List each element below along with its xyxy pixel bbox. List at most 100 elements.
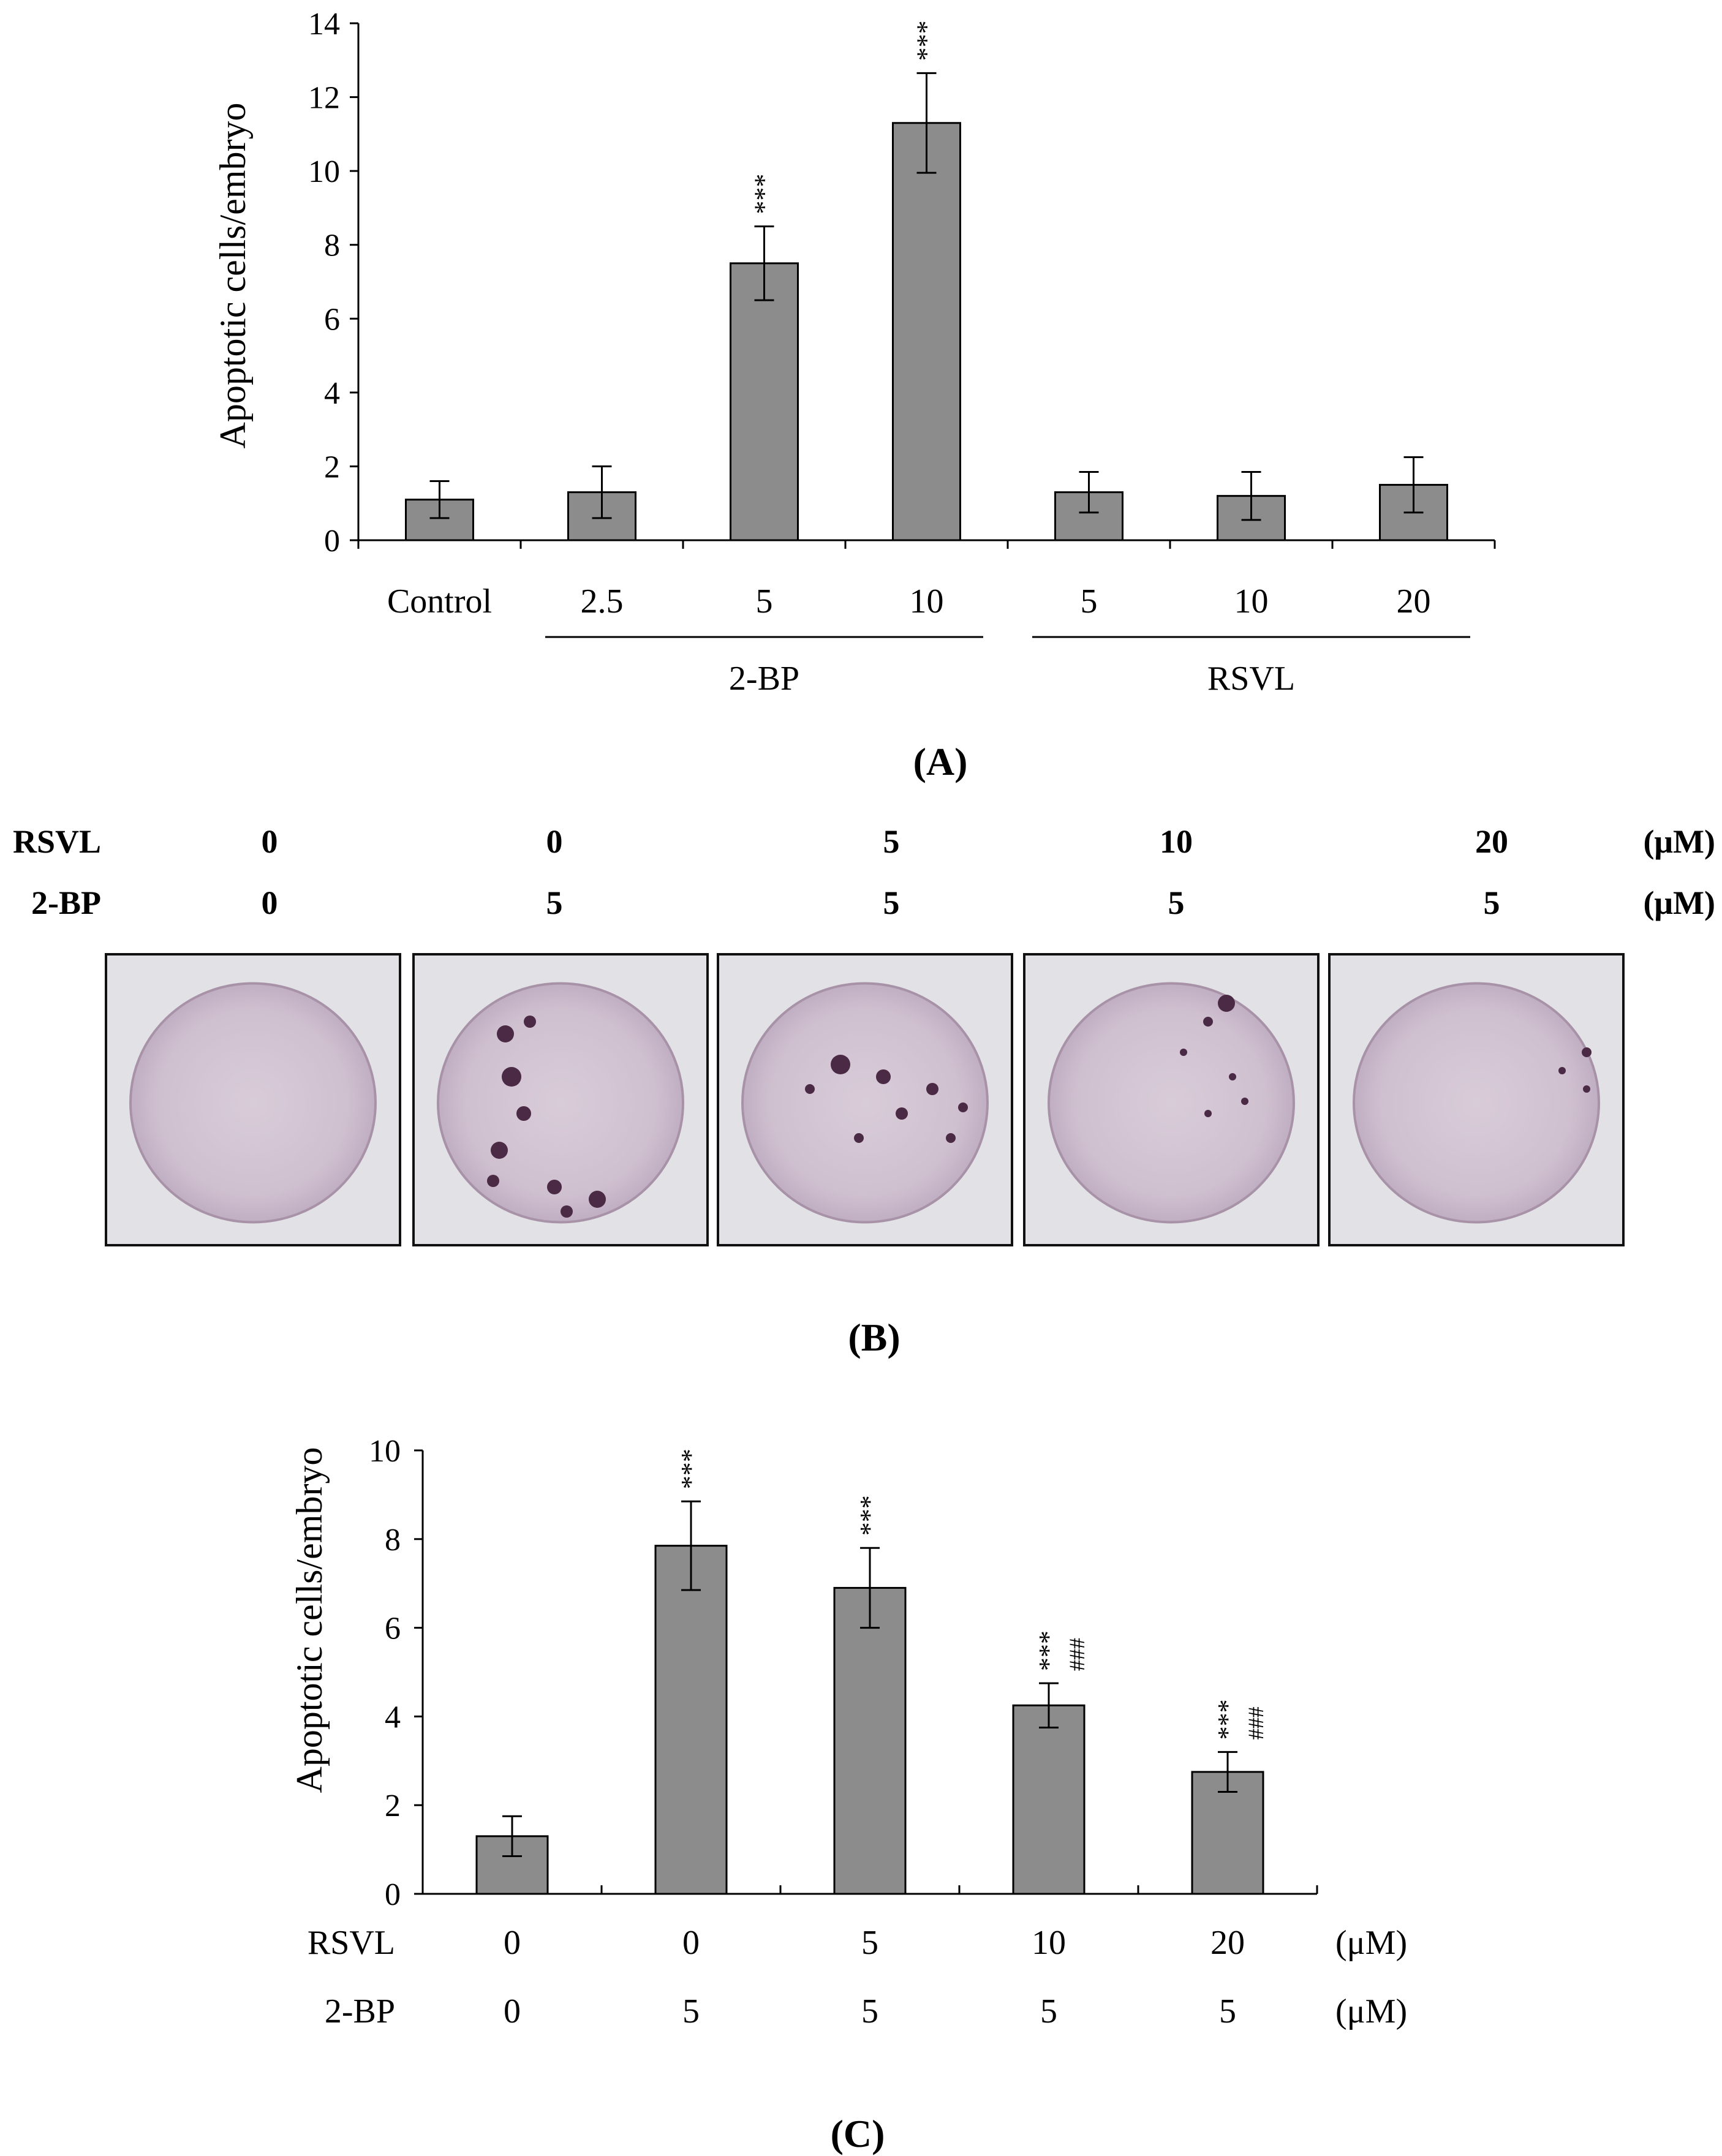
chart-c-rsvl-value: 20 [1210,1924,1245,1962]
embryo-shape [741,982,989,1224]
embryo-image-panel [412,953,709,1246]
panel-b-row-label: 2-BP [31,884,101,921]
apoptotic-cell-mark [896,1107,908,1120]
apoptotic-cell-mark [1218,995,1235,1012]
chart-c-rsvl-value: 5 [861,1924,878,1962]
chart-a-y-axis-label: Apoptotic cells/embryo [213,103,253,449]
panel-b-2bp-value: 5 [1168,884,1185,921]
apoptotic-cell-mark [1180,1049,1187,1056]
chart-c-bar [833,1586,907,1895]
chart-c-y-tick-label: 6 [385,1611,401,1646]
apoptotic-cell-mark [1583,1085,1590,1093]
chart-c-y-axis-label: Apoptotic cells/embryo [289,1447,330,1793]
apoptotic-cell-mark [1204,1110,1212,1117]
apoptotic-cell-mark [1203,1017,1213,1027]
chart-c-2bp-value: 5 [1219,1992,1236,2030]
embryo-shape [1048,982,1295,1224]
chart-a-y-tick-label: 12 [308,81,340,116]
apoptotic-cell-mark [1241,1098,1248,1105]
panel-b-condition-labels: RSVL 2-BP 0 0 5 10 20 0 5 5 5 5 (μM) (μM) [13,823,1715,921]
chart-a-bar [730,262,799,541]
embryo-shape [129,982,377,1224]
chart-a-significance-label: *** [749,174,779,214]
chart-c-2bp-value: 5 [861,1992,878,2030]
chart-c-row-label: RSVL [308,1924,395,1962]
panel-b-2bp-value: 0 [262,884,278,921]
chart-c-2bp-value: 0 [504,1992,521,2030]
chart-a-y-tick-label: 8 [324,228,340,263]
panel-b-unit: (μM) [1643,823,1715,860]
chart-a-y-tick-label: 0 [324,524,340,559]
panel-b-unit: (μM) [1643,884,1715,921]
chart-c-y-tick-label: 10 [369,1434,401,1469]
chart-c-unit: (μM) [1335,1992,1407,2030]
apoptotic-cell-mark [1558,1067,1566,1074]
panel-b: RSVL 2-BP 0 0 5 10 20 0 5 5 5 5 (μM) (μM) (B) [13,823,1715,1359]
apoptotic-cell-mark [1582,1047,1592,1057]
apoptotic-cell-mark [926,1083,938,1095]
apoptotic-cell-mark [491,1142,508,1159]
chart-c-y-tick-label: 0 [385,1877,401,1912]
chart-a-x-tick-label: 10 [910,582,944,620]
chart-c-y-tick-label: 2 [385,1789,401,1823]
chart-c-y-tick-label: 4 [385,1700,401,1735]
chart-a-y-tick-label: 10 [308,154,340,189]
chart-c-rsvl-value: 10 [1032,1924,1066,1962]
chart-a-bars [405,72,1448,541]
chart-a-x-tick-label: 5 [1081,582,1098,620]
chart-a: Apoptotic cells/embryo 0 2 4 6 8 10 12 14 Contro… [213,7,1496,783]
chart-a-x-tick-label: 20 [1397,582,1431,620]
apoptotic-cell-mark [805,1084,815,1094]
chart-c-significance-hashes: ### [1244,1706,1268,1740]
apoptotic-cell-mark [946,1133,956,1143]
apoptotic-cell-mark [589,1191,606,1208]
chart-c: Apoptotic cells/embryo 0 2 4 6 8 10 0 0 *** 0 5 ***… [289,1434,1407,2155]
chart-a-y-tick-label: 2 [324,450,340,484]
apoptotic-cell-mark [831,1055,850,1074]
panel-b-label: (B) [848,1316,900,1359]
panel-b-rsvl-value: 0 [262,823,278,860]
apoptotic-cell-mark [547,1180,562,1194]
chart-a-x-tick-label: 10 [1234,582,1269,620]
panel-b-2bp-value: 5 [546,884,563,921]
chart-c-significance-hashes: ### [1065,1638,1089,1671]
panel-b-rsvl-value: 5 [883,823,900,860]
chart-c-row-label: 2-BP [325,1992,395,2030]
panel-b-rsvl-value: 0 [546,823,563,860]
apoptotic-cell-mark [876,1069,891,1084]
chart-c-bars [475,1500,1264,1895]
chart-a-group-label: 2-BP [729,660,799,698]
chart-a-x-tick-label: 2.5 [581,582,624,620]
chart-a-axes [350,22,1496,638]
apoptotic-cell-mark [561,1205,573,1218]
chart-c-significance-stars: *** [1212,1699,1242,1740]
chart-a-x-tick-label: 5 [756,582,773,620]
panel-b-2bp-value: 5 [883,884,900,921]
panel-b-rsvl-value: 20 [1475,823,1508,860]
apoptotic-cell-mark [497,1025,514,1042]
chart-a-group-label: RSVL [1207,660,1295,698]
embryo-image-panel [717,953,1013,1246]
chart-c-rsvl-value: 0 [682,1924,700,1962]
chart-c-rsvl-value: 0 [504,1924,521,1962]
apoptotic-cell-mark [1229,1073,1236,1080]
chart-a-y-tick-label: 6 [324,302,340,337]
chart-c-y-tick-label: 8 [385,1523,401,1558]
embryo-image-panel [1328,953,1625,1246]
panel-c-label: (C) [831,2112,885,2155]
panel-b-rsvl-value: 10 [1160,823,1193,860]
panel-b-embryo-images [105,953,1625,1246]
chart-a-y-tick-label: 4 [324,376,340,411]
chart-a-y-tick-label: 14 [308,7,340,42]
panel-b-2bp-value: 5 [1484,884,1500,921]
chart-c-significance-stars: *** [676,1449,706,1489]
embryo-image-panel [105,953,401,1246]
embryo-shape [1353,982,1600,1224]
apoptotic-cell-mark [516,1106,531,1121]
chart-c-bar [1012,1704,1086,1895]
chart-c-bar [654,1545,728,1895]
apoptotic-cell-mark [502,1067,521,1087]
chart-c-2bp-value: 5 [682,1992,700,2030]
